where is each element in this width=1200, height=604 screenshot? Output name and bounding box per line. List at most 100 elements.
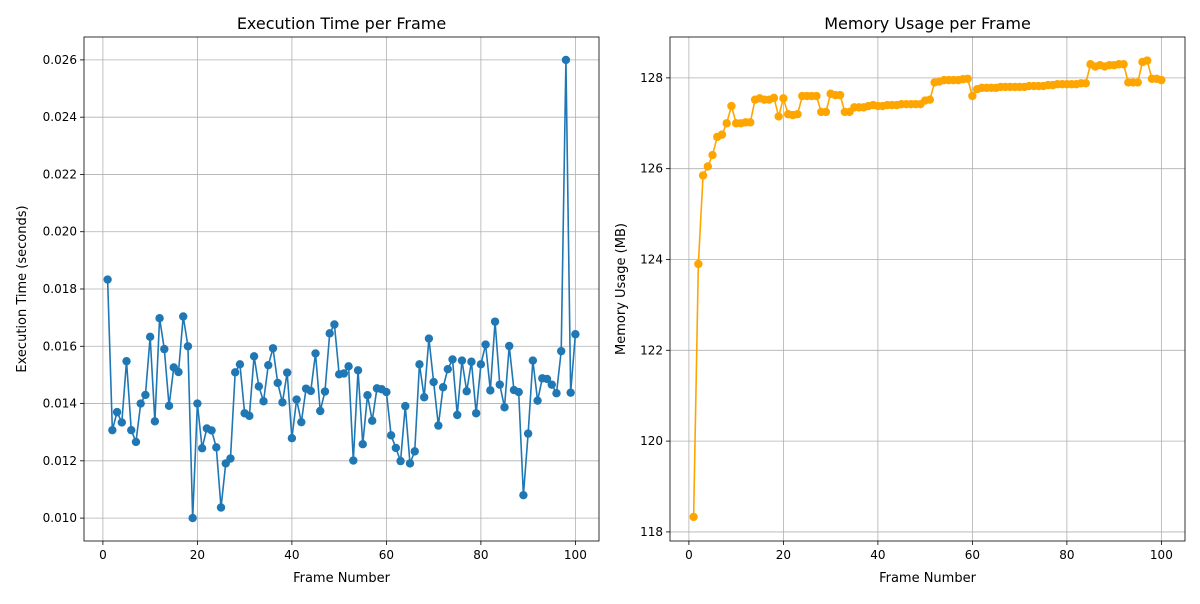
execution-time-chart: 0 20 40 60 80 100 0.010 0.012 0.014 0.016 0.018 0.0…	[15, 14, 600, 586]
data-point	[401, 401, 410, 411]
y-tick-label: 0.012	[43, 454, 77, 468]
data-point	[703, 162, 712, 171]
data-point	[325, 329, 334, 338]
chart-title: Memory Usage per Frame	[824, 14, 1031, 33]
data-point	[519, 490, 528, 500]
data-point	[533, 396, 542, 405]
data-point	[968, 91, 977, 101]
data-point	[230, 368, 240, 377]
data-point	[722, 119, 731, 128]
data-point	[259, 397, 268, 406]
data-point	[727, 101, 736, 111]
data-point	[282, 368, 292, 377]
data-point	[694, 259, 703, 269]
data-point	[495, 380, 504, 389]
data-point	[264, 360, 273, 370]
data-point	[278, 398, 287, 407]
data-point	[268, 344, 278, 353]
data-point	[1157, 75, 1166, 85]
data-point	[188, 513, 197, 523]
data-point	[490, 317, 500, 326]
x-axis-label: Frame Number	[293, 571, 391, 586]
data-point	[835, 90, 845, 100]
y-axis-label: Execution Time (seconds)	[15, 205, 30, 372]
x-tick-label: 60	[379, 548, 394, 562]
y-tick-label: 122	[640, 343, 663, 357]
data-point	[476, 360, 486, 369]
x-tick-label: 100	[564, 548, 587, 562]
data-point	[746, 118, 755, 127]
data-point	[429, 377, 438, 387]
data-point	[821, 107, 831, 117]
data-point	[164, 401, 174, 411]
data-point	[557, 346, 566, 356]
y-tick-label: 0.024	[43, 110, 77, 124]
data-point	[410, 447, 419, 456]
y-tick-label: 0.022	[43, 167, 77, 181]
data-point	[311, 349, 320, 358]
data-point	[344, 362, 353, 371]
data-point	[306, 386, 315, 396]
data-point	[566, 388, 575, 397]
data-point	[547, 380, 556, 389]
data-point	[396, 456, 405, 466]
data-point	[212, 443, 221, 452]
data-point	[542, 374, 552, 384]
axes-frame	[669, 36, 1186, 542]
y-tick-label: 124	[640, 252, 663, 266]
data-point	[812, 91, 821, 101]
y-tick-label: 120	[640, 434, 663, 448]
data-point	[462, 387, 471, 396]
data-point	[245, 411, 254, 421]
data-point	[183, 342, 193, 351]
data-point	[424, 334, 434, 343]
y-tick-label: 0.020	[43, 225, 77, 239]
data-point	[131, 437, 141, 447]
data-point	[112, 407, 122, 417]
x-tick-label: 20	[190, 548, 205, 562]
series-line	[692, 59, 1162, 517]
data-point	[254, 382, 264, 391]
data-point	[774, 112, 783, 121]
y-axis-label: Memory Usage (MB)	[614, 223, 629, 355]
data-point	[486, 386, 495, 395]
data-point	[925, 95, 935, 104]
data-point	[122, 356, 131, 366]
data-point	[708, 150, 717, 160]
data-point	[155, 314, 164, 323]
data-point	[505, 341, 514, 351]
data-point	[368, 416, 377, 425]
data-point	[571, 330, 580, 339]
data-point	[292, 395, 301, 404]
data-point	[793, 109, 802, 119]
data-point	[117, 418, 126, 427]
data-point	[316, 406, 325, 416]
data-point	[457, 356, 467, 365]
data-point	[963, 74, 972, 83]
data-point	[108, 425, 117, 435]
x-tick-label: 80	[1059, 548, 1074, 562]
x-tick-label: 80	[473, 548, 488, 562]
data-point	[216, 503, 226, 512]
x-axis-label: Frame Number	[879, 571, 977, 586]
data-point	[405, 459, 415, 468]
data-point	[500, 403, 509, 412]
data-point	[415, 360, 424, 369]
data-point	[339, 369, 349, 378]
chart-title: Execution Time per Frame	[237, 14, 446, 33]
x-tick-label: 20	[776, 548, 791, 562]
y-tick-label: 128	[640, 71, 663, 85]
data-point	[419, 393, 429, 402]
data-point	[197, 444, 207, 453]
data-point	[358, 440, 367, 449]
data-point	[382, 387, 391, 397]
data-point	[471, 409, 481, 418]
x-tick-label: 40	[284, 548, 299, 562]
data-point	[174, 367, 183, 377]
x-tick-label: 0	[685, 548, 693, 562]
data-point	[779, 94, 788, 103]
y-tick-label: 118	[640, 525, 663, 539]
data-point	[552, 389, 561, 398]
data-point	[160, 344, 169, 354]
